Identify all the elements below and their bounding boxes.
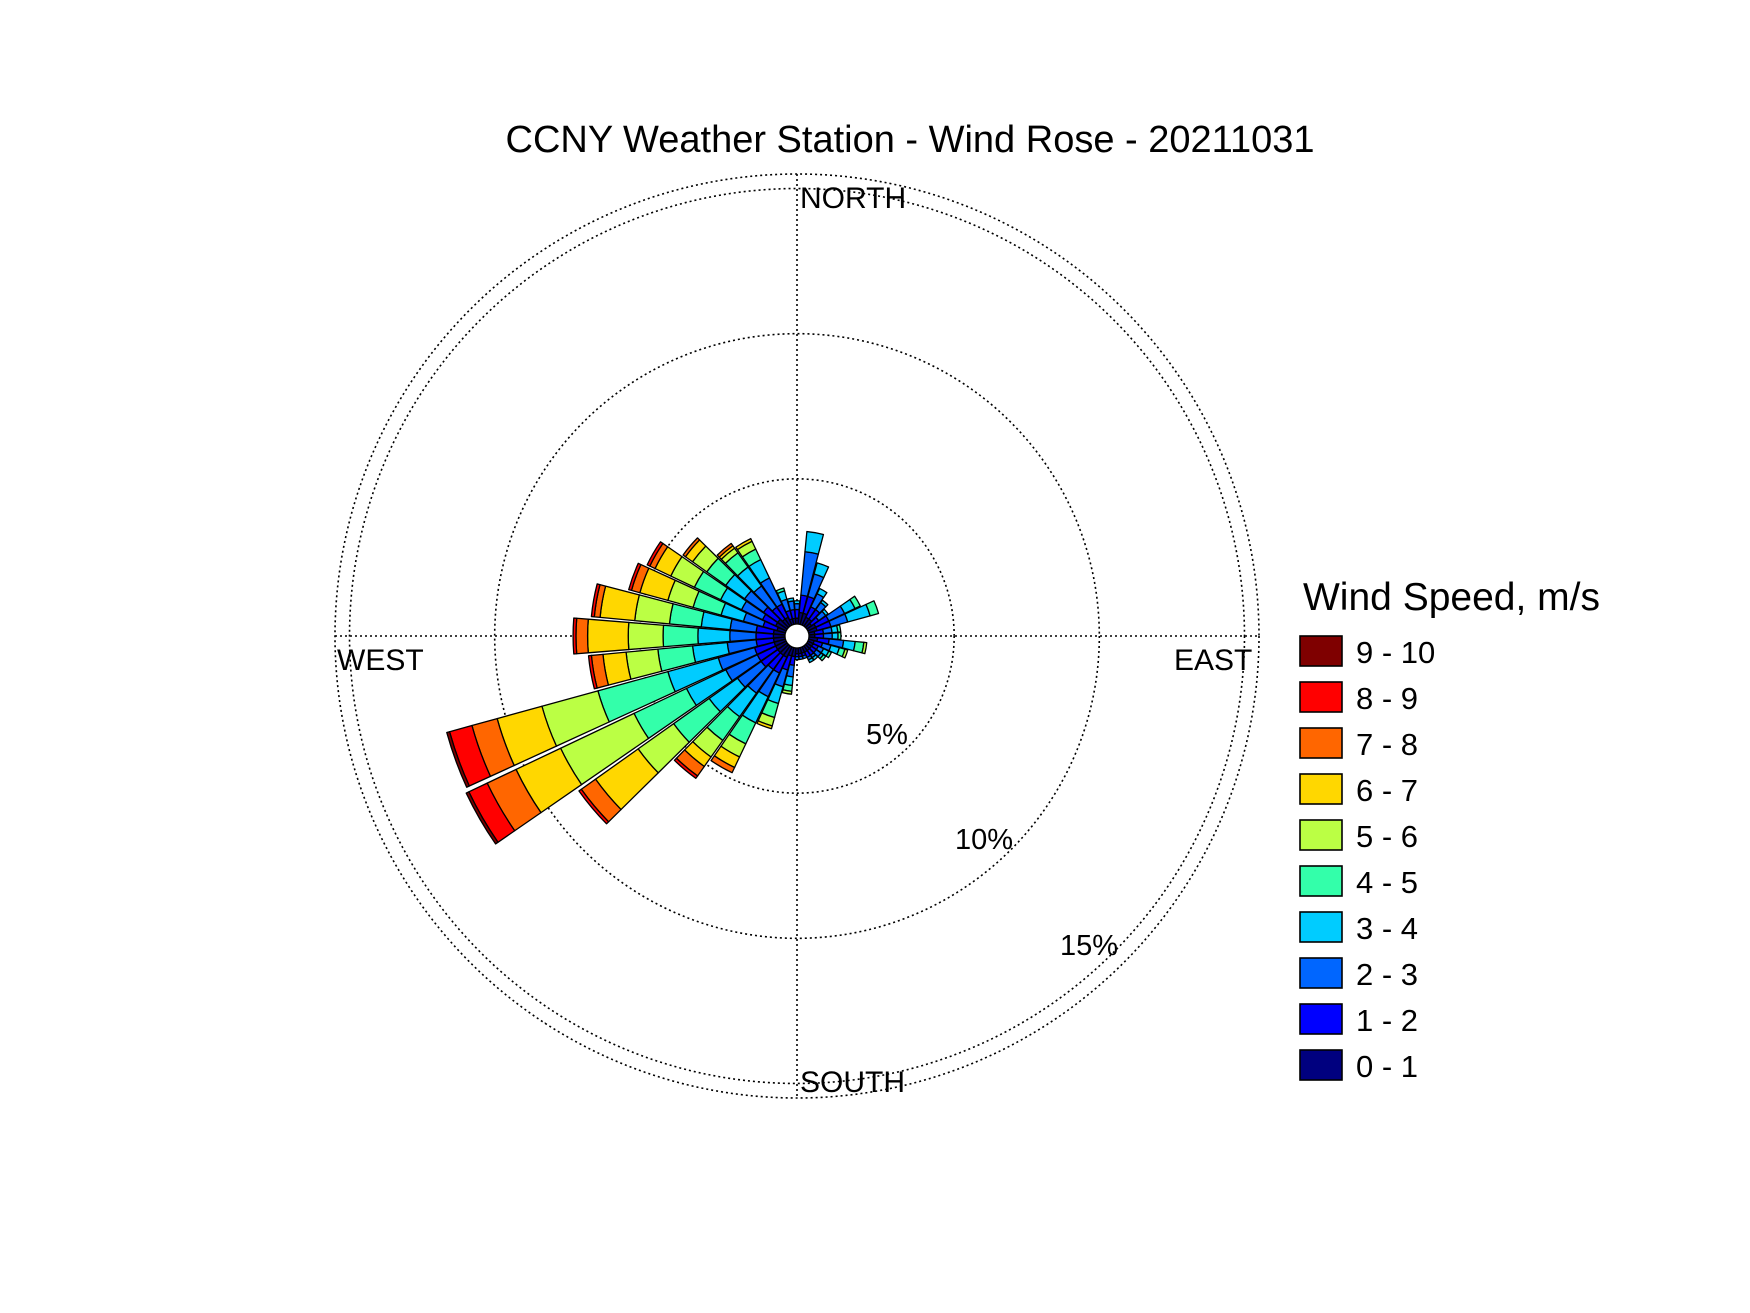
legend-swatch-9 (1299, 635, 1343, 667)
sector-220-bin-8 (673, 757, 699, 779)
sector-360-bin-0 (794, 617, 800, 625)
legend-swatch-3 (1299, 911, 1343, 943)
ring-labels: 5% 10% 15% (866, 719, 1118, 962)
sector-320-bin-7 (716, 542, 734, 558)
legend-swatch-1 (1299, 1003, 1343, 1035)
legend: Wind Speed, m/s 0 - 1 1 - 2 2 - 3 3 - 4 4 - … (1299, 576, 1600, 1084)
legend-swatch-8 (1299, 681, 1343, 713)
sector-90-bin-3 (831, 632, 839, 640)
sector-70-bin-4 (865, 600, 880, 617)
sector-310-bin-7 (682, 537, 701, 558)
sector-80-bin-4 (836, 624, 842, 633)
sector-130-bin-4 (819, 654, 827, 662)
legend-swatch-6 (1299, 773, 1343, 805)
sector-100-bin-5 (861, 641, 868, 655)
sector-110-bin-5 (841, 648, 849, 659)
ring-label-5: 5% (866, 719, 908, 751)
legend-swatch-2 (1299, 957, 1343, 989)
legend-title: Wind Speed, m/s (1303, 576, 1600, 619)
legend-label-0: 0 - 1 (1356, 1049, 1418, 1084)
sector-260-bin-8 (587, 654, 598, 690)
legend-swatch-5 (1299, 819, 1343, 851)
sector-10-bin-3 (804, 530, 825, 555)
legend-label-4: 4 - 5 (1356, 865, 1418, 900)
north-label: NORTH (800, 182, 906, 215)
center-hole (784, 623, 810, 649)
sector-280-bin-8 (590, 583, 601, 618)
sector-170-bin-2 (798, 655, 804, 661)
legend-swatch-4 (1299, 865, 1343, 897)
sector-40-bin-3 (820, 599, 829, 608)
grid-ring-1 (493, 332, 1101, 940)
sector-360-bin-2 (793, 603, 801, 611)
sector-210-bin-7 (710, 755, 736, 774)
sector-60-bin-4 (849, 595, 861, 610)
ring-label-10: 10% (955, 824, 1013, 856)
west-label: WEST (337, 644, 424, 677)
sector-300-bin-8 (646, 541, 664, 567)
legend-items: 0 - 1 1 - 2 2 - 3 3 - 4 4 - 5 5 - 6 6 - 7 7 - 8… (1299, 635, 1435, 1084)
legend-label-8: 8 - 9 (1356, 681, 1418, 716)
sector-290-bin-8 (628, 562, 642, 592)
wind-sectors (446, 530, 880, 845)
sector-20-bin-3 (813, 562, 830, 579)
sector-270-bin-4 (662, 624, 699, 648)
sector-30-bin-3 (816, 587, 828, 599)
south-label: SOUTH (800, 1066, 905, 1099)
legend-label-2: 2 - 3 (1356, 957, 1418, 992)
sector-230-bin-8 (578, 788, 610, 825)
legend-swatch-0 (1299, 1049, 1343, 1081)
sector-270-bin-6 (586, 618, 630, 654)
grid-ring-2 (348, 187, 1246, 1085)
sector-250-bin-9 (446, 731, 470, 788)
sector-190-bin-5 (781, 689, 793, 695)
sector-90-bin-4 (837, 631, 842, 641)
sector-180-bin-2 (794, 655, 800, 661)
legend-swatch-7 (1299, 727, 1343, 759)
chart-title: CCNY Weather Station - Wind Rose - 20211… (506, 119, 1315, 161)
legend-label-5: 5 - 6 (1356, 819, 1418, 854)
sector-270-bin-3 (697, 627, 731, 645)
sector-150-bin-3 (807, 657, 815, 664)
legend-label-7: 7 - 8 (1356, 727, 1418, 762)
legend-label-1: 1 - 2 (1356, 1003, 1418, 1038)
legend-label-3: 3 - 4 (1356, 911, 1418, 946)
sector-270-bin-5 (627, 621, 665, 651)
ring-label-15: 15% (1060, 930, 1118, 962)
sector-270-bin-7 (575, 617, 589, 655)
east-label: EAST (1174, 644, 1252, 677)
sector-200-bin-6 (756, 720, 773, 730)
legend-label-9: 9 - 10 (1356, 635, 1435, 670)
grid-ring-0 (639, 478, 955, 794)
sector-350-bin-3 (786, 597, 795, 603)
sector-360-bin-3 (793, 600, 801, 605)
sector-360-bin-1 (794, 608, 800, 619)
legend-label-6: 6 - 7 (1356, 773, 1418, 808)
direction-labels: NORTH EAST SOUTH WEST (337, 182, 1252, 1099)
sector-120-bin-4 (825, 650, 833, 659)
sector-330-bin-6 (735, 537, 753, 551)
sector-240-bin-9 (465, 791, 499, 845)
sector-340-bin-4 (775, 587, 786, 595)
sector-270-bin-8 (572, 617, 578, 655)
